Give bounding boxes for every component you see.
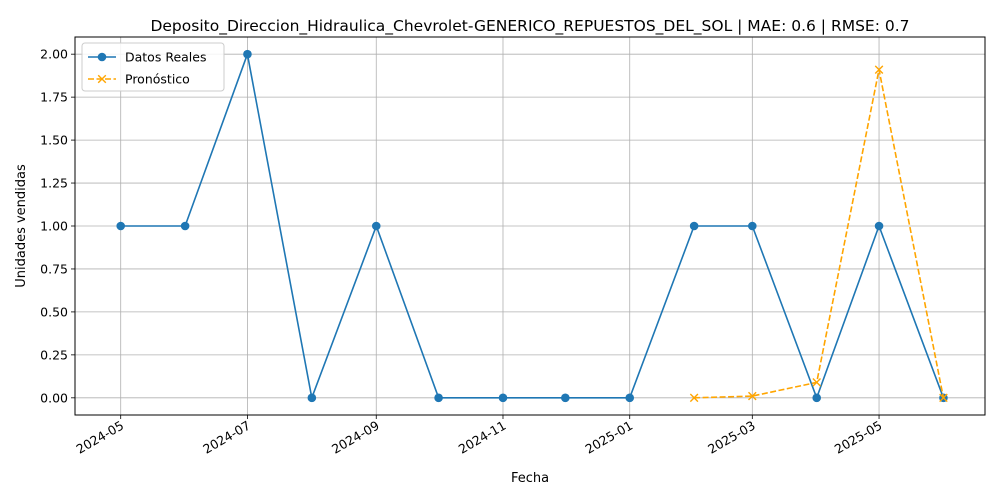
data-point (689, 393, 699, 403)
data-point (689, 221, 699, 231)
y-tick-label: 0.50 (40, 304, 68, 319)
data-point (874, 221, 884, 231)
marker-stroke (689, 393, 699, 403)
series-actual (116, 49, 948, 403)
legend-label: Pronóstico (125, 72, 190, 87)
data-point (625, 393, 635, 403)
y-tick-label: 0.00 (40, 390, 68, 405)
marker-stroke (874, 65, 884, 74)
data-point (498, 393, 508, 403)
chart-title: Deposito_Direccion_Hidraulica_Chevrolet-… (150, 17, 909, 36)
data-point (180, 221, 190, 231)
series-forecast (689, 65, 948, 403)
y-tick-label: 1.00 (40, 219, 68, 234)
data-point (561, 393, 570, 403)
legend-marker (97, 52, 107, 62)
data-point (371, 221, 381, 231)
y-tick-label: 1.25 (40, 176, 68, 191)
x-axis-label: Fecha (511, 471, 549, 486)
y-axis-label: Unidades vendidas (14, 164, 29, 288)
marker-stroke (97, 74, 107, 84)
legend-marker (97, 74, 107, 84)
data-point (812, 393, 822, 403)
data-point (434, 393, 443, 403)
data-point (939, 393, 948, 403)
y-tick-label: 1.75 (40, 90, 68, 105)
marker-stroke (812, 378, 822, 387)
data-point (874, 65, 884, 74)
y-tick-label: 2.00 (40, 47, 68, 62)
data-point (812, 378, 822, 387)
y-tick-label: 0.75 (40, 261, 68, 276)
legend-box (81, 42, 225, 92)
data-point (243, 49, 252, 59)
data-point (307, 393, 317, 403)
y-axis-ticks: 0.00 0.25 0.50 0.75 1.00 1.25 1.50 1.75 2.00 (40, 47, 75, 405)
marker-stroke (939, 393, 948, 403)
series-layer (116, 49, 948, 403)
y-tick-label: 0.25 (40, 347, 68, 362)
legend: Datos Reales Pronóstico (81, 42, 225, 92)
legend-label: Datos Reales (125, 50, 206, 65)
marker-stroke (748, 391, 757, 401)
data-point (116, 221, 126, 231)
series-line (120, 53, 945, 399)
y-tick-label: 1.50 (40, 133, 68, 148)
data-point (748, 221, 757, 231)
data-point (748, 391, 757, 401)
